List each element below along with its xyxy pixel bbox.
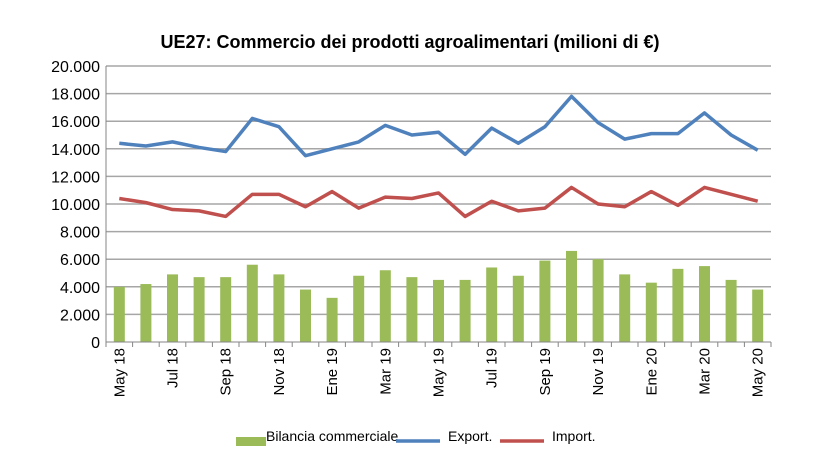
bar-bilancia [140, 284, 152, 342]
y-tick-label: 6.000 [60, 252, 100, 269]
x-tick-label: Mar 20 [697, 348, 714, 395]
legend-label-bilancia: Bilancia commerciale [266, 428, 398, 444]
x-tick-label: Nov 18 [271, 348, 288, 396]
chart-title: UE27: Commercio dei prodotti agroaliment… [160, 32, 659, 52]
x-tick-label: May 20 [750, 348, 767, 397]
y-tick-label: 20.000 [51, 59, 100, 76]
x-tick-label: Nov 19 [590, 348, 607, 396]
x-tick-label: Jul 18 [165, 348, 182, 388]
bar-bilancia [539, 260, 551, 342]
x-tick-label: Jul 19 [484, 348, 501, 388]
bar-bilancia [220, 277, 232, 342]
y-tick-label: 8.000 [60, 225, 100, 242]
bar-bilancia [592, 259, 604, 342]
line-export [119, 94, 759, 158]
bar-bilancia [113, 286, 125, 342]
x-tick-label: Sep 19 [537, 348, 554, 396]
bar-bilancia [273, 274, 285, 342]
bar-bilancia [512, 275, 524, 342]
bar-bilancia [672, 268, 684, 342]
bar-bilancia [326, 297, 338, 342]
line-import [119, 185, 759, 219]
bar-bilancia [193, 277, 205, 342]
y-tick-label: 14.000 [51, 142, 100, 159]
bar-bilancia [459, 279, 471, 342]
bar-bilancia [725, 279, 737, 342]
y-tick-label: 0 [91, 335, 100, 352]
y-tick-label: 10.000 [51, 197, 100, 214]
x-tick-label: Ene 20 [643, 348, 660, 396]
y-tick-label: 16.000 [51, 114, 100, 131]
x-tick-label: Ene 19 [324, 348, 341, 396]
bar-bilancia [486, 267, 498, 342]
bar-bilancia [645, 282, 657, 342]
bar-bilancia [433, 279, 444, 342]
legend-label-import: Import. [552, 428, 596, 444]
x-tick-label: May 18 [111, 348, 128, 397]
bar-bilancia [379, 270, 391, 342]
bar-bilancia [167, 274, 178, 342]
y-tick-label: 12.000 [51, 169, 100, 186]
y-tick-label: 2.000 [60, 307, 100, 324]
bar-bilancia [300, 289, 311, 342]
bar-bilancia [699, 266, 710, 342]
bar-bilancia [619, 274, 631, 342]
y-tick-label: 4.000 [60, 280, 100, 297]
legend-label-export: Export. [448, 428, 492, 444]
bar-bilancia [353, 275, 365, 342]
y-tick-label: 18.000 [51, 87, 100, 104]
bar-bilancia [752, 289, 764, 342]
x-tick-label: May 19 [431, 348, 448, 397]
bar-bilancia [566, 250, 577, 342]
x-tick-label: Mar 19 [377, 348, 394, 395]
bar-bilancia [406, 277, 418, 342]
bar-bilancia [246, 264, 258, 342]
x-tick-label: Sep 18 [218, 348, 235, 396]
legend-swatch-bilancia [236, 437, 266, 446]
